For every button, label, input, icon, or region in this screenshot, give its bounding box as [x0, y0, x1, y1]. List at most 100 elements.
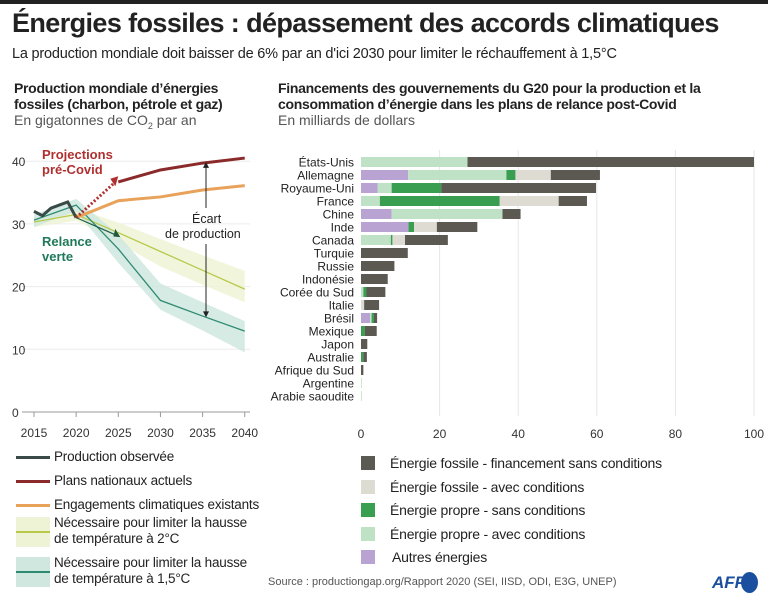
unit-text-end: par an: [152, 112, 197, 128]
y-tick-label: 10: [12, 343, 26, 357]
legend-swatch: [16, 480, 50, 483]
x-tick-label: 2015: [21, 426, 48, 440]
category-label: Australie: [307, 351, 354, 365]
category-label: Russie: [317, 260, 354, 274]
legend-label-line: Nécessaire pour limiter la hausse: [54, 555, 247, 570]
legend-swatch-other: [361, 550, 375, 564]
x-tick-label: 80: [669, 427, 683, 441]
bar-segment-clean_uncond: [379, 196, 500, 206]
category-label: Chine: [323, 208, 355, 222]
category-label: Japon: [321, 338, 354, 352]
legend-line: [16, 571, 50, 573]
legend-line: [16, 531, 50, 533]
category-label: Inde: [331, 221, 355, 235]
bar-segment-clean_uncond: [390, 235, 393, 245]
bar-segment-clean_cond: [361, 196, 380, 206]
bar-segment-clean_uncond: [361, 352, 364, 362]
legend-label: Production observée: [54, 449, 174, 465]
bar-segment-fossil_uncond: [361, 365, 364, 375]
bar-segment-fossil_uncond: [550, 170, 600, 180]
unit-subscript: 2: [147, 120, 153, 131]
annotation-relance-2: verte: [42, 249, 73, 264]
ecart-arrowhead-down: [203, 311, 209, 318]
bar-segment-clean_uncond: [506, 170, 516, 180]
bar-segment-fossil_uncond: [467, 157, 754, 167]
relance-arrow: [75, 217, 117, 236]
bar-chart-title: Financements des gouvernements du G20 po…: [278, 80, 701, 112]
bar-segment-clean_cond: [391, 209, 503, 219]
legend-label-line: Production observée: [54, 449, 175, 464]
category-label: France: [317, 195, 355, 209]
relance-arrowhead: [113, 228, 121, 238]
afp-logo-dot: [741, 572, 758, 593]
bar-segment-clean_cond: [370, 313, 372, 323]
category-label: Argentine: [303, 377, 355, 391]
y-tick-label: 40: [12, 155, 26, 169]
bar-segment-fossil_uncond: [436, 222, 478, 232]
legend-label: Autres énergies: [392, 549, 488, 565]
bar-segment-fossil_uncond: [405, 235, 448, 245]
legend-label: Engagements climatiques existants: [54, 497, 259, 513]
x-tick-label: 2025: [105, 426, 132, 440]
bar-segment-fossil_uncond: [373, 313, 378, 323]
category-label: Corée du Sud: [280, 286, 354, 300]
annotation-ecart-1: Écart: [192, 211, 222, 226]
legend-swatch: [16, 557, 50, 587]
legend-label: Énergie fossile - financement sans condi…: [390, 455, 662, 471]
annotation-projections-1: Projections: [42, 147, 113, 162]
legend-label: Plans nationaux actuels: [54, 473, 192, 489]
x-tick-label: 2030: [147, 426, 174, 440]
legend-label-line: de température à 1,5°C: [54, 571, 191, 586]
category-label: Royaume-Uni: [281, 182, 354, 196]
bar-segment-fossil_uncond: [363, 352, 367, 362]
ecart-arrowhead-up: [203, 161, 209, 168]
y-tick-label: 30: [12, 218, 26, 232]
line-engagements: [75, 184, 245, 220]
line-chart-title: Production mondiale d’énergies fossiles …: [14, 80, 223, 112]
bar-segment-fossil_cond: [499, 196, 559, 206]
x-tick-label: 60: [590, 427, 604, 441]
category-label: Afrique du Sud: [275, 364, 354, 378]
bar-segment-fossil_uncond: [502, 209, 521, 219]
legend-swatch: [16, 504, 50, 507]
unit-text: En gigatonnes de CO: [14, 112, 148, 128]
bar-segment-fossil_cond: [414, 222, 437, 232]
legend-label: Énergie fossile - avec conditions: [390, 478, 585, 495]
legend-swatch-clean_cond: [361, 526, 375, 541]
legend-swatch: [16, 456, 50, 459]
category-label: Turquie: [314, 247, 355, 261]
category-label: Arabie saoudite: [271, 390, 355, 404]
bar-segment-clean_uncond: [408, 222, 415, 232]
x-tick-label: 0: [358, 427, 365, 441]
bar-segment-other: [361, 183, 378, 193]
bar-segment-other: [361, 222, 409, 232]
x-tick-label: 2040: [231, 426, 258, 440]
y-tick-label: 20: [12, 281, 26, 295]
category-label: Canada: [312, 234, 354, 248]
bar-segment-fossil_cond: [392, 235, 406, 245]
line-plans: [117, 156, 245, 184]
bar-segment-clean_uncond: [363, 287, 367, 297]
source-note: Source : productiongap.org/Rapport 2020 …: [268, 576, 617, 588]
legend-label: Énergie propre - avec conditions: [390, 525, 586, 542]
afp-logo: AFP: [712, 573, 746, 592]
bar-chart: 0 20 40 60 80 100 États-UnisAllemagneRoyaume-U…: [271, 150, 764, 441]
x-tick-label: 100: [744, 427, 764, 441]
x-tick-label: 2020: [63, 426, 90, 440]
bar-segment-clean_cond: [361, 157, 468, 167]
bar-segment-fossil_uncond: [361, 248, 408, 258]
bar-segment-clean_cond: [361, 378, 362, 388]
bar-segment-fossil_cond: [361, 300, 365, 310]
line-2c: [33, 213, 246, 290]
bar-segment-fossil_uncond: [441, 183, 597, 193]
projection-arrowhead: [110, 176, 119, 187]
bar-segment-other: [361, 313, 371, 323]
bar-segment-clean_uncond: [391, 183, 442, 193]
legend-swatch: [16, 517, 50, 547]
line-chart-unit: En gigatonnes de CO2 par an: [14, 112, 196, 134]
category-label: États-Unis: [299, 155, 354, 170]
bar-segment-fossil_uncond: [364, 300, 380, 310]
projection-arrow: [75, 180, 117, 219]
annotation-projections-2: pré-Covid: [42, 162, 103, 177]
